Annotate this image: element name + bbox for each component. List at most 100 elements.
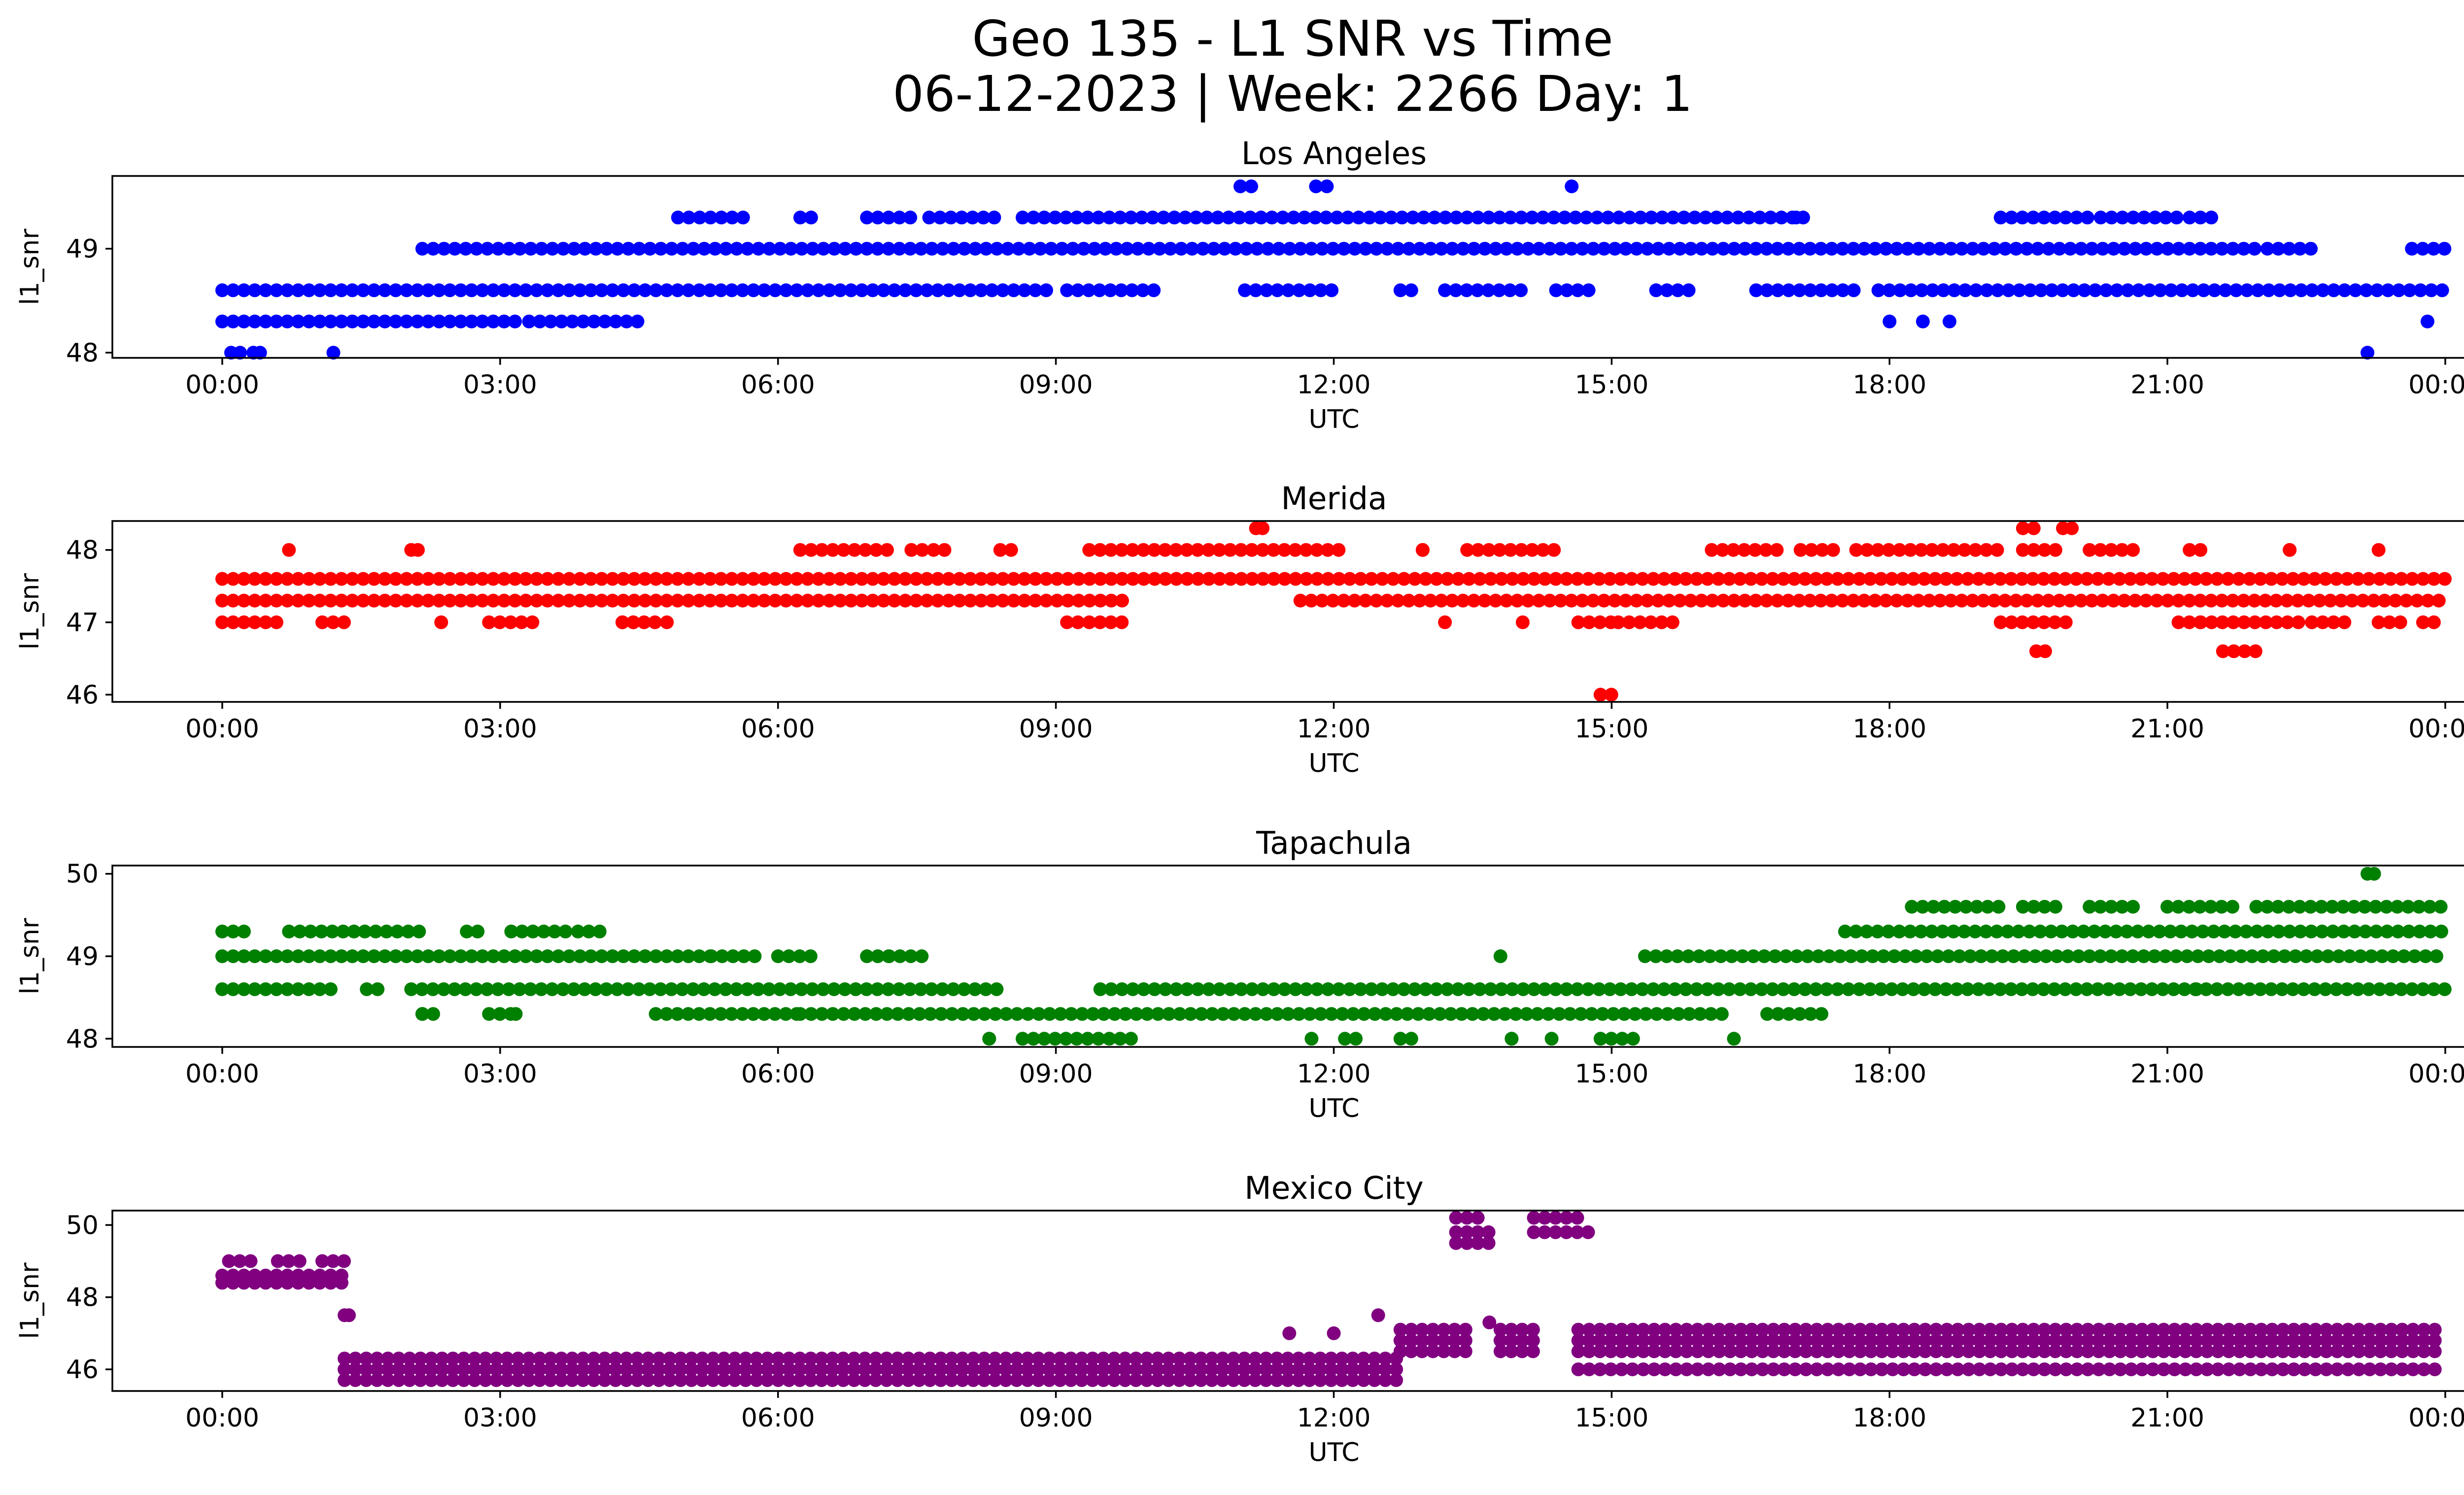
data-point [2148, 210, 2162, 225]
data-point [1644, 210, 1658, 225]
data-point [1033, 242, 1047, 256]
data-point [729, 982, 744, 996]
data-point [443, 949, 457, 963]
data-point [790, 572, 804, 586]
data-point [1234, 572, 1248, 586]
data-point [1940, 1322, 1954, 1337]
data-point [1647, 1362, 1661, 1377]
data-point [392, 1373, 406, 1387]
data-point [1723, 1344, 1737, 1358]
data-point [558, 924, 573, 939]
data-point [530, 593, 544, 608]
data-point [1885, 1344, 1900, 1358]
data-point [1544, 1032, 1559, 1046]
data-point [237, 982, 251, 996]
data-point [1510, 242, 1524, 256]
data-point [471, 924, 485, 939]
data-point [2276, 1362, 2290, 1377]
data-point [2045, 283, 2059, 297]
data-point [598, 1352, 612, 1366]
data-point [1151, 1362, 1165, 1377]
data-point [291, 593, 305, 608]
data-point [2074, 242, 2088, 256]
data-point [1820, 1344, 1835, 1358]
data-point [421, 572, 435, 586]
data-point [1925, 543, 1939, 557]
data-point [1753, 210, 1767, 225]
data-point [1595, 1007, 1609, 1021]
data-point [1064, 1362, 1078, 1377]
data-point [1625, 1362, 1640, 1377]
data-point [1957, 924, 1971, 939]
data-point [544, 1352, 558, 1366]
data-point [598, 314, 612, 329]
data-point [936, 242, 950, 256]
data-point [815, 1007, 829, 1021]
data-point [1321, 982, 1335, 996]
data-point [736, 210, 750, 225]
data-point [1104, 982, 1118, 996]
data-point [1413, 242, 1427, 256]
data-point [1270, 283, 1285, 297]
data-point [1075, 1373, 1089, 1387]
data-point [2126, 900, 2140, 914]
data-point [1961, 1322, 1976, 1337]
data-point [1061, 593, 1075, 608]
x-tick-label: 21:00 [2130, 714, 2204, 744]
data-point [1679, 1362, 1694, 1377]
data-point [1086, 1373, 1100, 1387]
data-point [869, 543, 883, 557]
data-point [565, 1362, 580, 1377]
data-point [2352, 1322, 2366, 1337]
data-point [1521, 242, 1535, 256]
data-point [2373, 1362, 2388, 1377]
data-point [822, 283, 836, 297]
data-point [1744, 572, 1758, 586]
data-point [1371, 1308, 1385, 1322]
data-point [2058, 615, 2073, 629]
series-points [215, 179, 2452, 360]
data-point [313, 572, 327, 586]
data-point [779, 1007, 793, 1021]
data-point [757, 593, 771, 608]
data-point [847, 1362, 861, 1377]
data-point [1875, 1362, 1889, 1377]
data-point [1223, 982, 1237, 996]
data-point [1571, 572, 1584, 586]
data-point [1023, 242, 1036, 256]
data-point [2042, 242, 2055, 256]
data-point [2327, 283, 2341, 297]
data-point [469, 982, 483, 996]
data-point [1614, 1333, 1629, 1348]
data-point [2319, 1344, 2333, 1358]
data-point [313, 949, 327, 963]
data-point [674, 1373, 688, 1387]
data-point [1701, 1362, 1715, 1377]
data-point [956, 1373, 970, 1387]
data-point [2120, 924, 2134, 939]
data-point [1961, 1344, 1976, 1358]
data-point [1615, 1032, 1629, 1046]
data-point [2319, 1362, 2333, 1377]
data-point [1681, 949, 1695, 963]
data-point [1733, 982, 1747, 996]
data-point [2102, 572, 2116, 586]
data-point [974, 572, 988, 586]
data-point [1021, 1373, 1035, 1387]
data-point [793, 1352, 807, 1366]
data-point [502, 242, 516, 256]
data-point [432, 314, 446, 329]
data-point [584, 572, 598, 586]
data-point [626, 615, 640, 629]
data-point [1981, 900, 1995, 914]
data-point [2204, 615, 2219, 629]
data-point [757, 1007, 771, 1021]
data-point [1842, 1333, 1856, 1348]
data-point [454, 593, 468, 608]
data-point [844, 572, 858, 586]
data-point [2384, 1344, 2398, 1358]
data-point [1940, 1362, 1954, 1377]
data-point [573, 283, 587, 297]
data-point [2004, 210, 2019, 225]
data-point [890, 1373, 905, 1387]
